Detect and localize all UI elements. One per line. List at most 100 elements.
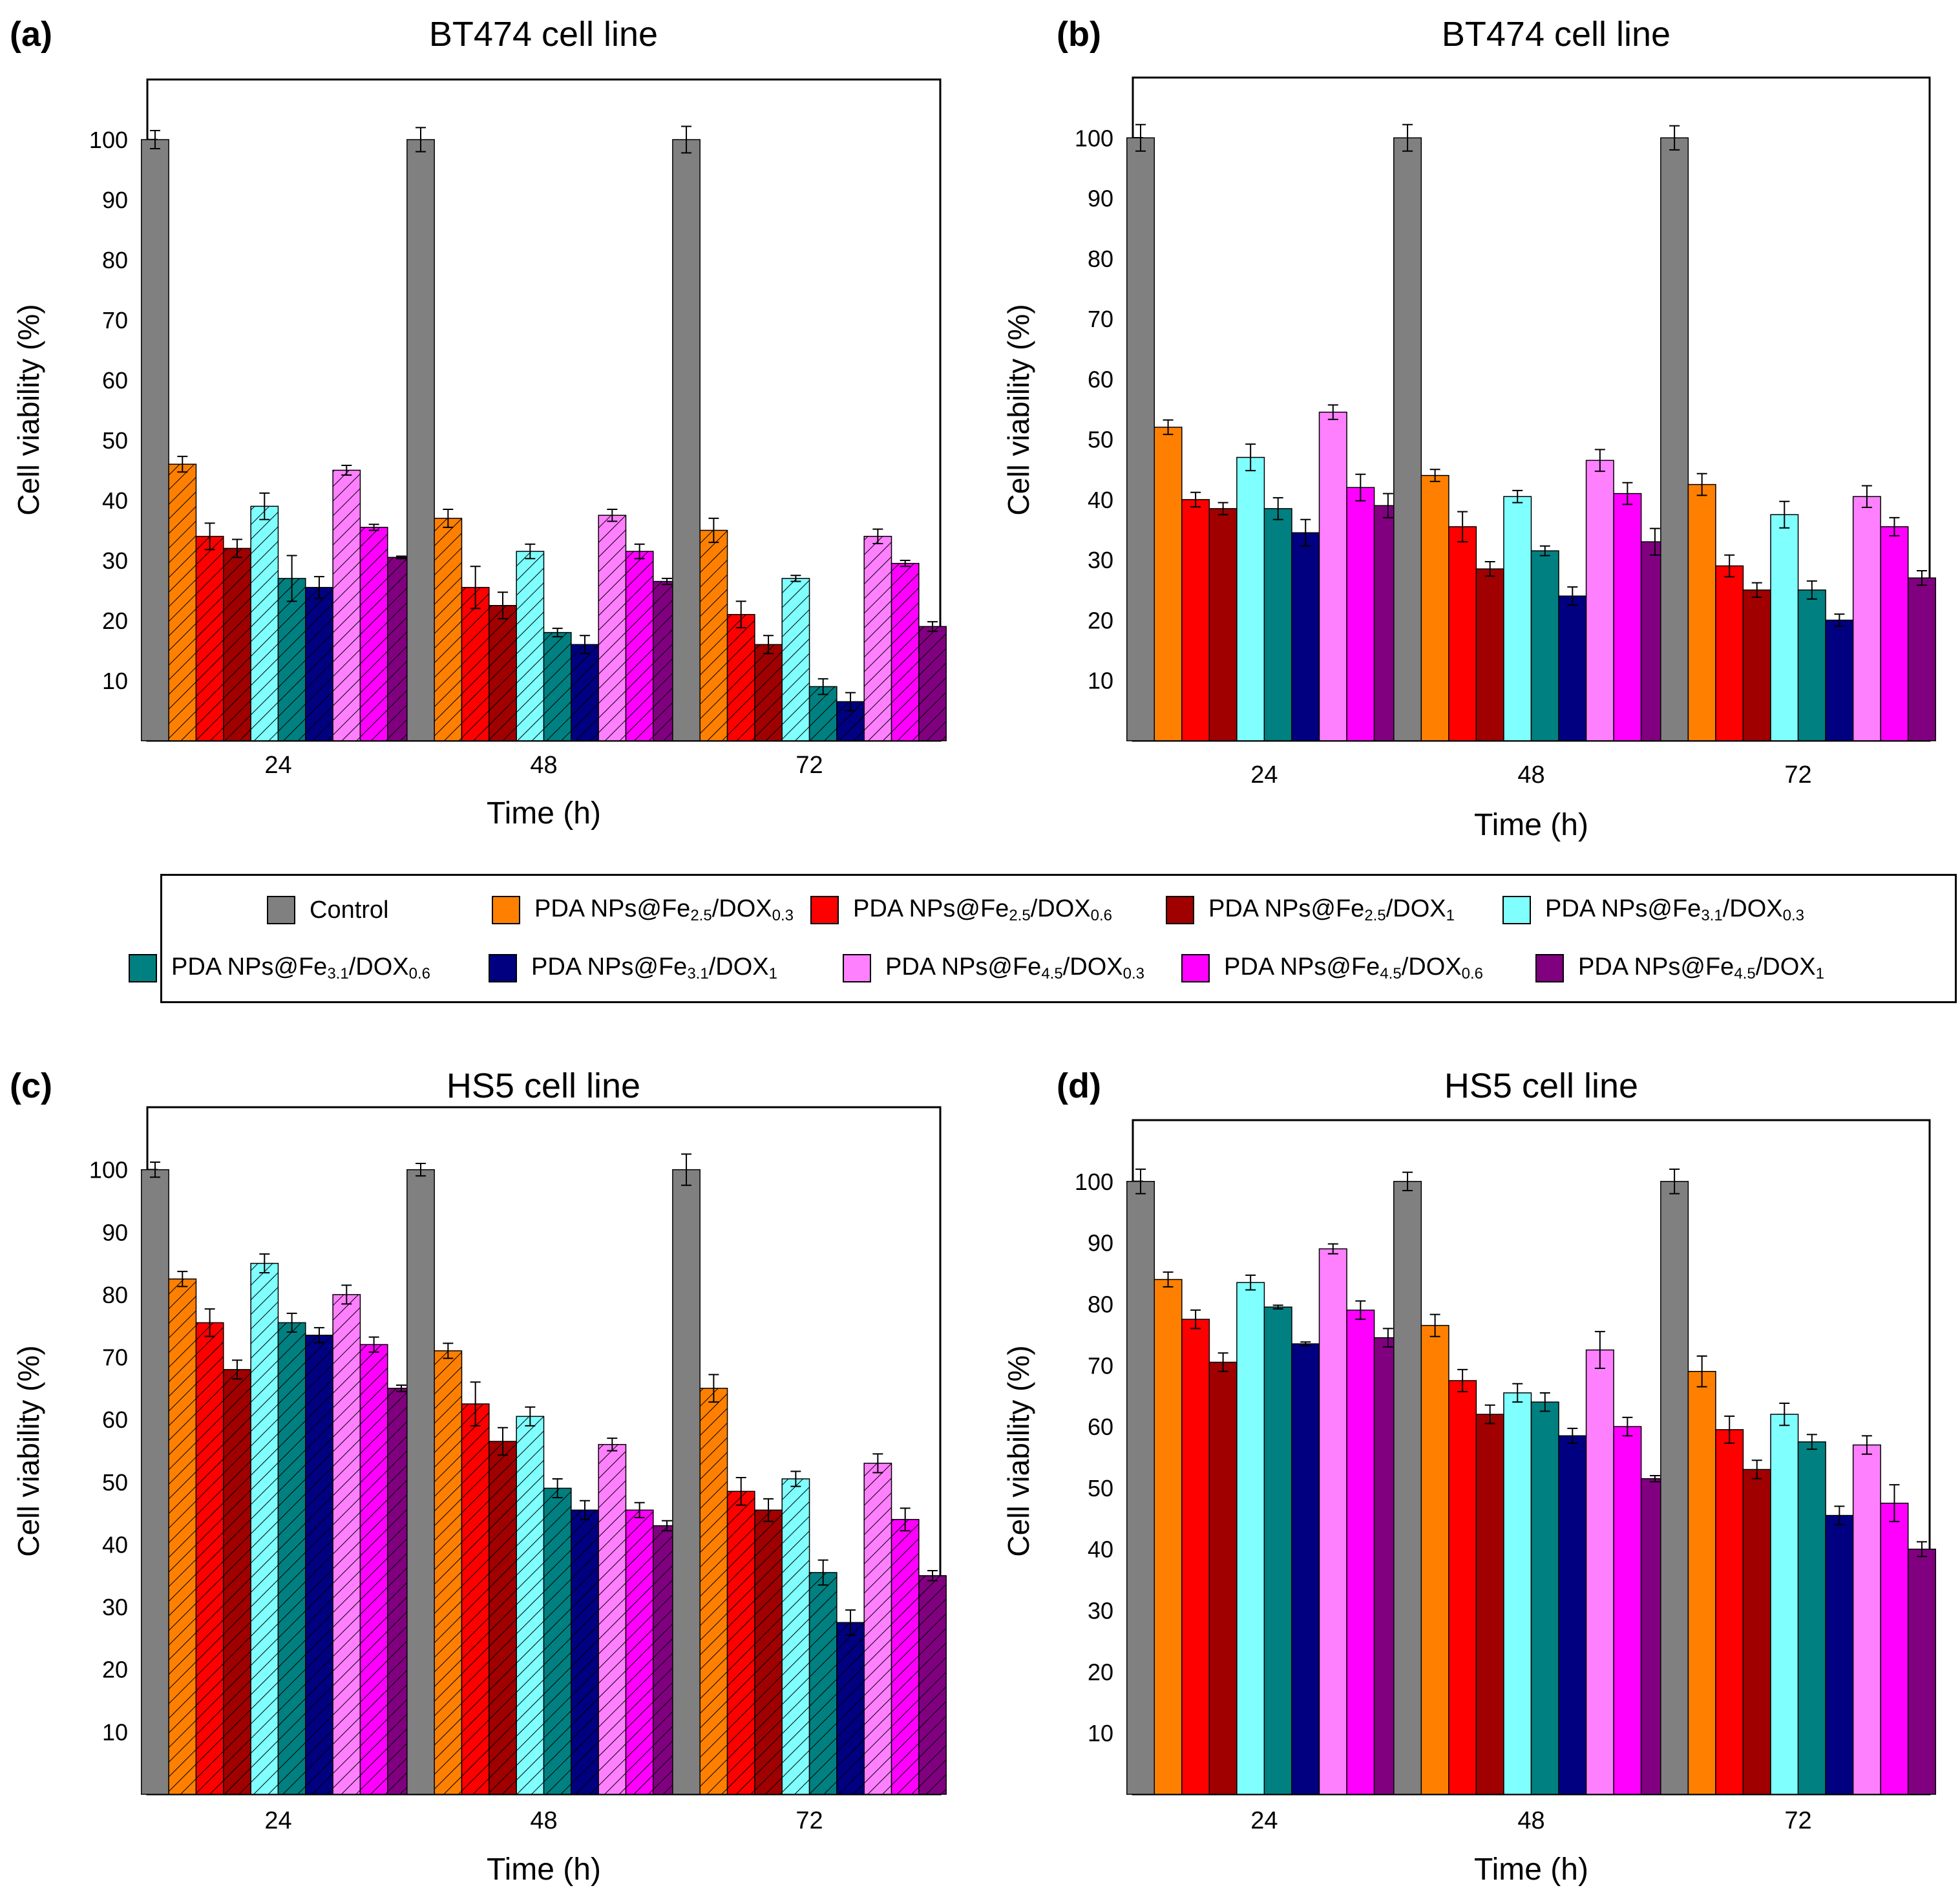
y-tick-label: 10 xyxy=(1088,1720,1113,1746)
bar-control-24h xyxy=(141,139,169,741)
bar-fe25_dox1-72h xyxy=(754,1509,783,1795)
bar-fe25_dox06-48h xyxy=(1448,1380,1477,1795)
bar-fe25_dox1-72h xyxy=(754,644,783,741)
bar-fe25_dox06-48h xyxy=(461,1403,490,1795)
bar-fe31_dox06-72h xyxy=(1797,589,1826,741)
bar-fe45_dox06-24h xyxy=(359,1344,388,1795)
legend-swatch xyxy=(492,896,520,924)
bar-fe31_dox03-72h xyxy=(1770,514,1799,741)
legend-swatch xyxy=(1166,896,1194,924)
y-tick-label: 100 xyxy=(89,1157,128,1183)
legend-label: PDA NPs@Fe2.5/DOX1 xyxy=(1208,895,1455,924)
bar-control-24h xyxy=(141,1169,169,1795)
x-tick-label: 72 xyxy=(1784,761,1811,789)
chart-panel-b: 10 20 30 40 50 60 70 80 90 100 24 48 72 (b) BT474 cell… xyxy=(1002,15,1936,842)
bar-control-24h xyxy=(1126,1181,1155,1795)
bar-fe31_dox1-24h xyxy=(1291,532,1320,741)
y-tick-label: 80 xyxy=(1088,246,1113,272)
chart-title: HS5 cell line xyxy=(447,1066,640,1105)
legend-label: PDA NPs@Fe2.5/DOX0.3 xyxy=(534,895,794,924)
legend-label: PDA NPs@Fe4.5/DOX0.3 xyxy=(885,953,1144,982)
panel-label: (d) xyxy=(1057,1066,1101,1105)
bar-fe45_dox03-72h xyxy=(863,536,892,741)
chart-title: BT474 cell line xyxy=(1442,15,1670,54)
panel-label: (a) xyxy=(10,15,52,54)
bar-fe31_dox03-72h xyxy=(781,1478,810,1795)
legend-swatch xyxy=(1502,896,1531,924)
bar-fe25_dox03-48h xyxy=(1420,1324,1449,1795)
y-tick-label: 30 xyxy=(102,1594,128,1620)
y-tick-label: 50 xyxy=(1088,1475,1113,1501)
bar-fe25_dox1-72h xyxy=(1742,1469,1771,1795)
bar-fe31_dox1-24h xyxy=(305,587,333,741)
bar-fe45_dox06-72h xyxy=(890,1519,920,1795)
y-tick-label: 20 xyxy=(1088,1659,1113,1685)
y-tick-label: 40 xyxy=(1088,1536,1113,1563)
y-tick-label: 40 xyxy=(1088,487,1113,513)
bar-fe25_dox1-24h xyxy=(223,1369,251,1795)
y-tick-label: 20 xyxy=(102,1657,128,1683)
bar-fe31_dox03-72h xyxy=(781,578,810,741)
bar-fe31_dox06-24h xyxy=(277,578,306,741)
y-tick-label: 60 xyxy=(1088,366,1113,392)
y-axis-label: Cell viability (%) xyxy=(12,1345,45,1556)
legend-item-fe25_dox1: PDA NPs@Fe2.5/DOX1 xyxy=(1166,881,1455,939)
bar-fe25_dox03-72h xyxy=(1687,1371,1716,1795)
chart-title: BT474 cell line xyxy=(429,15,658,54)
y-tick-label: 90 xyxy=(1088,1230,1113,1257)
bar-fe45_dox06-48h xyxy=(625,1509,654,1795)
y-tick-label: 30 xyxy=(1088,547,1113,573)
bar-fe45_dox06-48h xyxy=(625,551,654,741)
x-tick-label: 24 xyxy=(264,1807,291,1834)
bar-fe25_dox03-24h xyxy=(168,463,197,741)
legend-item-fe45_dox06: PDA NPs@Fe4.5/DOX0.6 xyxy=(1181,939,1483,997)
x-axis-label: Time (h) xyxy=(1474,808,1588,842)
x-tick-label: 24 xyxy=(1250,1807,1278,1834)
y-tick-label: 70 xyxy=(102,307,128,334)
bar-fe31_dox03-48h xyxy=(516,1416,545,1795)
legend-item-fe45_dox1: PDA NPs@Fe4.5/DOX1 xyxy=(1535,939,1824,997)
legend-label: PDA NPs@Fe3.1/DOX0.3 xyxy=(1545,895,1804,924)
y-axis-label: Cell viability (%) xyxy=(12,304,45,515)
y-tick-label: 40 xyxy=(102,1531,128,1558)
bar-fe25_dox03-48h xyxy=(434,518,463,741)
bar-fe45_dox03-72h xyxy=(863,1463,892,1795)
x-tick-label: 24 xyxy=(264,752,291,779)
bar-fe45_dox1-72h xyxy=(1907,1548,1936,1795)
bar-fe31_dox06-72h xyxy=(808,1572,838,1795)
bar-fe25_dox1-48h xyxy=(1475,1414,1504,1795)
bar-fe25_dox06-48h xyxy=(1448,526,1477,741)
y-tick-label: 80 xyxy=(102,247,128,273)
bar-fe25_dox06-72h xyxy=(726,1491,755,1795)
legend-swatch xyxy=(1535,954,1564,982)
chart-panel-c: 10 20 30 40 50 60 70 80 90 100 24 48 72 (c) HS5 cell l… xyxy=(10,1066,947,1887)
y-tick-label: 90 xyxy=(102,1219,128,1246)
x-tick-label: 72 xyxy=(796,752,823,779)
bar-fe25_dox06-24h xyxy=(195,1322,224,1795)
bar-fe25_dox03-24h xyxy=(1154,427,1183,741)
chart-panel-a: 10 20 30 40 50 60 70 80 90 100 24 48 72 (a) BT474 cell… xyxy=(10,15,947,831)
legend-swatch xyxy=(489,954,517,982)
y-tick-label: 60 xyxy=(102,1406,128,1433)
y-tick-label: 10 xyxy=(102,1719,128,1745)
y-tick-label: 40 xyxy=(102,487,128,514)
bar-fe45_dox03-24h xyxy=(332,1294,361,1795)
bar-fe45_dox03-48h xyxy=(1585,460,1614,741)
x-tick-label: 72 xyxy=(796,1807,823,1834)
legend-item-fe45_dox03: PDA NPs@Fe4.5/DOX0.3 xyxy=(843,939,1144,997)
bar-control-48h xyxy=(406,1169,435,1795)
bar-fe31_dox06-24h xyxy=(277,1322,306,1795)
bar-fe45_dox03-48h xyxy=(1585,1349,1614,1795)
bar-fe31_dox1-24h xyxy=(1291,1343,1320,1795)
y-tick-label: 100 xyxy=(1075,1169,1113,1195)
bar-fe31_dox06-48h xyxy=(1530,550,1559,741)
bar-fe31_dox1-48h xyxy=(571,644,599,741)
y-tick-label: 90 xyxy=(102,187,128,213)
bar-fe45_dox03-48h xyxy=(598,515,627,741)
bar-fe25_dox06-24h xyxy=(1181,1319,1210,1795)
bar-control-72h xyxy=(672,1169,701,1795)
x-tick-label: 72 xyxy=(1784,1807,1811,1834)
y-tick-label: 60 xyxy=(102,367,128,394)
y-tick-label: 60 xyxy=(1088,1414,1113,1440)
